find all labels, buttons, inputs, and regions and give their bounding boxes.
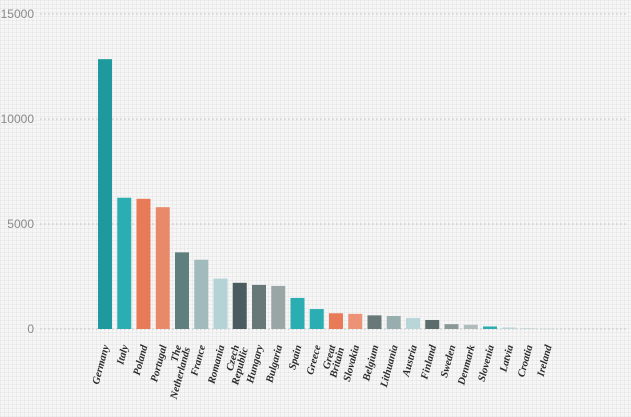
x-tick-label: Portugal (149, 344, 169, 384)
x-tick-label: France (189, 344, 208, 379)
bar (213, 278, 228, 329)
x-tick-label: Belgium (361, 344, 381, 383)
x-tick-label: Spain (287, 344, 304, 371)
bar (136, 198, 151, 329)
bar (232, 282, 247, 329)
bar (444, 324, 459, 329)
x-tick-label: Greece (305, 344, 324, 376)
bar (194, 259, 209, 329)
y-tick-label: 5000 (7, 217, 34, 231)
y-tick-label: 15000 (1, 7, 35, 21)
bar (117, 197, 132, 329)
y-tick-label: 10000 (1, 112, 35, 126)
bar (483, 326, 497, 329)
bar (463, 324, 478, 329)
x-tick-label: Ireland (535, 343, 554, 379)
x-tick-label: Latvia (498, 344, 516, 374)
x-tick-label: Lithuania (379, 344, 401, 390)
x-tick-label: Germany (91, 344, 112, 386)
x-tick-label: Italy (115, 344, 131, 367)
bar (309, 309, 324, 329)
x-tick-label: Austria (401, 344, 420, 379)
bar (98, 59, 112, 330)
x-tick-label: Sweden (439, 344, 458, 379)
bar (367, 315, 382, 329)
bar (271, 285, 286, 329)
x-tick-label: Finland (419, 343, 439, 381)
bar (521, 328, 536, 329)
x-tick-label: Bulgaria (264, 344, 285, 385)
bar (540, 328, 555, 330)
bar (252, 284, 266, 329)
bar (386, 315, 401, 329)
x-tick-label: Denmark (456, 343, 478, 387)
x-tick-label: Croatia (516, 344, 535, 378)
bar (406, 318, 420, 329)
bar (155, 207, 170, 329)
bar (348, 313, 363, 329)
bar (502, 327, 517, 329)
x-tick-label: Romania (206, 344, 227, 386)
bar (425, 319, 440, 329)
bars (98, 59, 555, 330)
y-axis: 0 5000 10000 15000 (1, 7, 35, 336)
bar (175, 252, 189, 329)
bar (290, 297, 305, 329)
x-tick-label: Slovenia (477, 344, 497, 383)
bar (329, 313, 343, 329)
x-tick-label: Poland (132, 343, 151, 376)
y-tick-label: 0 (27, 322, 34, 336)
